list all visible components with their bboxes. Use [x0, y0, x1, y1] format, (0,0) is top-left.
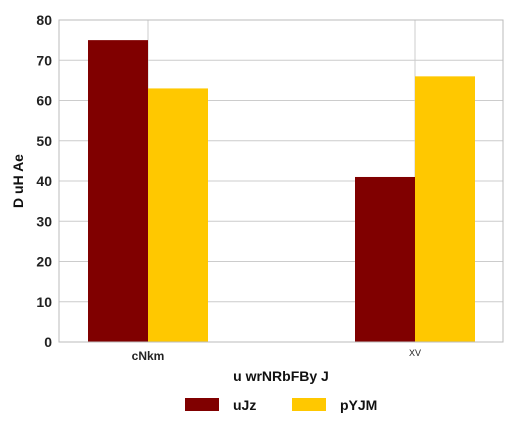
bar-pYJM-cNkm: [148, 88, 208, 342]
x-axis-label: u wrNRbFBy J: [233, 368, 329, 384]
x-tick-label-1: XV: [409, 348, 421, 358]
y-tick-label-70: 70: [36, 52, 52, 68]
y-tick-label-40: 40: [36, 173, 52, 189]
legend-swatch-uJz: [185, 398, 219, 411]
y-tick-label-10: 10: [36, 294, 52, 310]
bar-uJz-cNkm: [88, 40, 148, 342]
legend-swatch-pYJM: [292, 398, 326, 411]
y-tick-label-80: 80: [36, 12, 52, 28]
y-tick-label-0: 0: [44, 334, 52, 350]
y-axis-label: D uH Ae: [10, 154, 26, 208]
bar-pYJM-XV: [415, 76, 475, 342]
x-tick-label-0: cNkm: [132, 349, 165, 363]
y-tick-label-20: 20: [36, 254, 52, 270]
legend-label-pYJM: pYJM: [340, 397, 377, 413]
legend: uJz pYJM: [185, 397, 377, 413]
y-tick-label-60: 60: [36, 93, 52, 109]
bar-uJz-XV: [355, 176, 415, 342]
legend-label-uJz: uJz: [233, 397, 256, 413]
bars: [88, 40, 475, 342]
y-tick-label-50: 50: [36, 133, 52, 149]
y-axis-ticks: 0 10 20 30 40 50 60 70 80: [36, 12, 52, 350]
y-tick-label-30: 30: [36, 213, 52, 229]
plot-frame: [58, 19, 504, 343]
